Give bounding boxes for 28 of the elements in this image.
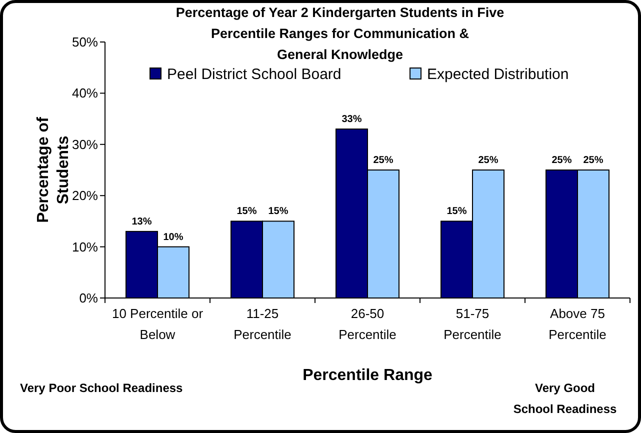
x-tick-label: Above 75 Percentile (548, 306, 606, 342)
data-label: 15% (236, 206, 257, 218)
legend-label: Expected Distribution (427, 66, 569, 83)
chart-title: Percentage of Year 2 Kindergarten Students in Five Percentile Ranges for Communication & General Knowledge (176, 5, 505, 62)
y-axis-title: Percentage of Students (35, 116, 72, 223)
y-tick-label: 50% (72, 34, 98, 50)
data-label: 25% (583, 155, 604, 166)
data-label: 15% (268, 206, 288, 218)
data-label: 15% (446, 206, 467, 218)
data-label: 25% (478, 155, 498, 166)
x-axis-title: Percentile Range (302, 367, 433, 384)
y-tick-label: 30% (72, 136, 98, 152)
text: Very Good School Readiness (513, 381, 618, 416)
y-tick-label: 40% (72, 86, 98, 101)
y-tick-label: 20% (72, 188, 98, 204)
x-tick-label: 11-25 Percentile (234, 306, 292, 342)
x-tick-label: 26-50 Percentile (338, 306, 396, 342)
data-label: 25% (373, 155, 394, 166)
data-label: 13% (132, 216, 152, 228)
data-label: 10% (163, 232, 184, 243)
x-tick-label: 51-75 Percentile (444, 306, 502, 342)
y-tick-label: 0% (79, 290, 98, 306)
data-label: 33% (342, 114, 362, 126)
legend-label: Peel District School Board (167, 66, 342, 83)
text: Very Poor School Readiness (20, 381, 184, 395)
data-label: 25% (552, 155, 572, 166)
y-tick-label: 10% (72, 239, 98, 254)
x-tick-label: 10 Percentile or Below (112, 306, 204, 342)
